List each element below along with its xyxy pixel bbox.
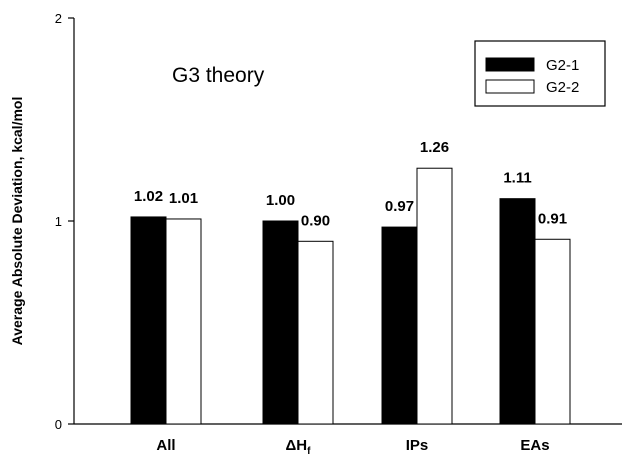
bar-g2-2-delta-hf bbox=[297, 240, 334, 425]
y-tick-label-1: 1 bbox=[55, 214, 62, 229]
legend-swatch-g2-2 bbox=[485, 79, 535, 94]
data-label-g2-1-eas: 1.11 bbox=[503, 170, 531, 187]
legend-frame bbox=[474, 40, 606, 107]
legend-label-g2-1: G2-1 bbox=[546, 57, 579, 74]
bar-g2-2-eas bbox=[534, 238, 571, 425]
data-label-g2-1-all: 1.02 bbox=[134, 188, 163, 205]
data-label-g2-2-ips: 1.26 bbox=[420, 139, 449, 156]
data-label-g2-1-ips: 0.97 bbox=[385, 198, 414, 215]
data-label-g2-1-delta-hf: 1.00 bbox=[266, 192, 295, 209]
y-tick-label-2: 2 bbox=[55, 11, 62, 26]
category-label-delta-hf: ΔHf bbox=[286, 437, 312, 457]
chart-annotation: G3 theory bbox=[172, 64, 265, 87]
category-label-all: All bbox=[156, 437, 175, 454]
data-label-g2-2-delta-hf: 0.90 bbox=[301, 212, 330, 229]
bar-g2-1-delta-hf bbox=[262, 220, 299, 425]
y-axis-label: Average Absolute Deviation, kcal/mol bbox=[9, 97, 25, 346]
data-label-g2-2-eas: 0.91 bbox=[538, 210, 567, 227]
bar-g2-2-all bbox=[165, 218, 202, 425]
bars-group: 1.02 1.00 0.97 1.11 1.01 0.90 1.26 0.91 bbox=[130, 139, 571, 425]
category-label-ips: IPs bbox=[406, 437, 429, 454]
bar-g2-1-eas bbox=[499, 198, 536, 425]
bar-g2-1-all bbox=[130, 216, 167, 425]
data-label-g2-2-all: 1.01 bbox=[169, 190, 198, 207]
category-label-eas: EAs bbox=[520, 437, 549, 454]
bar-g2-2-ips bbox=[416, 167, 453, 425]
bar-g2-1-ips bbox=[381, 226, 418, 425]
y-tick-label-0: 0 bbox=[55, 417, 62, 432]
legend-swatch-g2-1 bbox=[485, 57, 535, 72]
legend-label-g2-2: G2-2 bbox=[546, 79, 579, 96]
legend: G2-1 G2-2 bbox=[474, 40, 606, 107]
